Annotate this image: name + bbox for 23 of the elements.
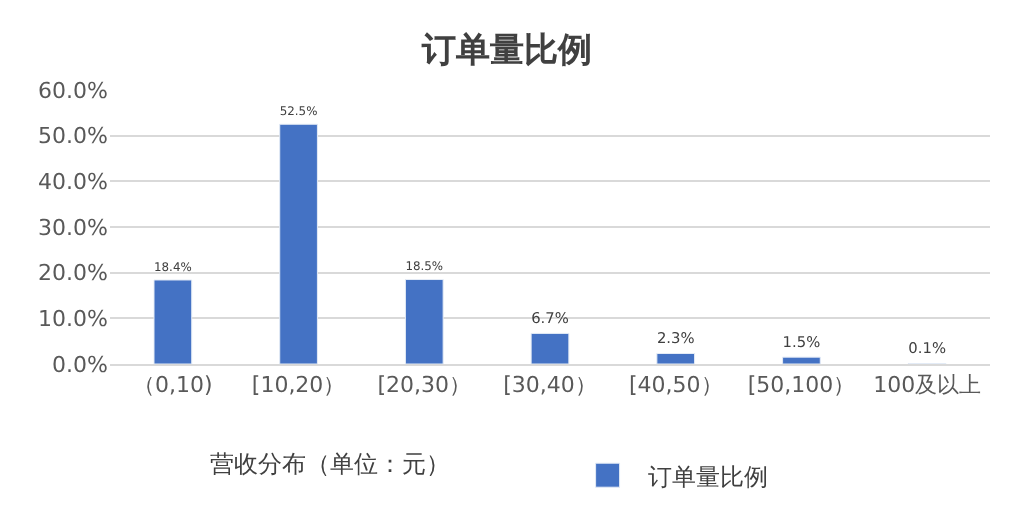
y-tick-label: 10.0%: [38, 306, 108, 333]
y-tick-label: 0.0%: [52, 351, 108, 378]
bar: [656, 353, 696, 364]
x-tick-label: [40,50）: [628, 372, 723, 399]
bar: [782, 356, 821, 364]
y-tick-label: 20.0%: [38, 260, 108, 287]
bar: [404, 279, 444, 364]
x-tick-label: 100及以上: [873, 372, 982, 399]
x-tick-label: [30,40）: [503, 372, 597, 399]
y-tick-label: 30.0%: [38, 214, 108, 241]
bar: [153, 279, 193, 364]
x-tick-label: （0,10): [133, 372, 213, 399]
x-tick-label: [20,30）: [377, 372, 472, 399]
bar: [279, 123, 318, 364]
y-tick-label: 60.0%: [38, 77, 108, 104]
legend-label: 订单量比例: [647, 462, 768, 491]
bar: [530, 332, 570, 364]
x-axis-title: 营收分布（单位：元）: [210, 450, 450, 478]
y-tick-label: 50.0%: [38, 123, 108, 150]
x-tick-label: [50,100）: [747, 372, 856, 399]
x-tick-label: [10,20）: [251, 372, 346, 399]
chart-title: 订单量比例: [420, 30, 592, 71]
y-tick-label: 40.0%: [38, 169, 108, 196]
